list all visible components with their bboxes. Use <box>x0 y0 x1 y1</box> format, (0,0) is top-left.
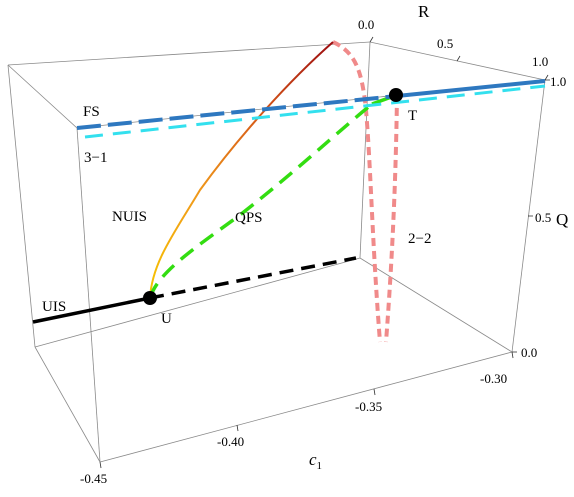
series-qps-line <box>148 102 374 299</box>
curves <box>32 40 546 343</box>
tick-mark-c1 <box>236 424 239 432</box>
tick-label-q: 0.5 <box>535 210 551 225</box>
point-t-marker <box>389 88 403 102</box>
tick-label-c1: -0.30 <box>480 371 507 386</box>
box-edge <box>7 64 78 129</box>
axis-label-r: R <box>418 2 430 21</box>
tick-label-q: 1.0 <box>550 74 566 89</box>
annotation-qps: QPS <box>235 210 263 226</box>
box-edge <box>34 346 101 463</box>
tick-mark-r <box>544 74 549 81</box>
box-edge <box>7 41 371 66</box>
annotation-uis: UIS <box>42 299 66 315</box>
box-edge <box>359 257 513 353</box>
tick-mark-c1 <box>511 351 514 359</box>
annotation-t: T <box>408 108 417 124</box>
tick-mark-c1 <box>373 388 376 396</box>
point-u-marker <box>143 291 157 305</box>
series-3-1-line <box>84 84 546 139</box>
box-edge <box>369 41 546 81</box>
annotation-u: U <box>161 311 172 327</box>
tick-marks <box>99 36 550 469</box>
box-edge <box>99 351 513 463</box>
axis-label-c1: c1 <box>309 450 322 472</box>
box-edge <box>359 41 371 259</box>
axis-label-q: Q <box>556 210 568 229</box>
annotation-3-1: 3−1 <box>84 150 107 166</box>
axis-label-c1-main: c <box>309 450 317 469</box>
annotation-nuis: NUIS <box>112 209 147 225</box>
series-uis-dashed-line <box>149 256 357 300</box>
tick-label-r: 0.0 <box>358 17 374 32</box>
tick-mark-c1 <box>99 461 102 469</box>
annotation-fs: FS <box>83 104 100 120</box>
tick-label-c1: -0.35 <box>355 399 382 414</box>
series-fs-line <box>76 94 398 130</box>
tick-label-c1: -0.40 <box>217 434 244 449</box>
series-fs-line <box>396 79 546 98</box>
series-nuis-line <box>149 41 334 299</box>
box-edge <box>34 257 361 348</box>
tick-label-r: 0.5 <box>437 36 453 51</box>
series-2-2-line <box>384 94 399 343</box>
tick-label-r: 1.0 <box>532 54 548 69</box>
box-edge <box>7 64 36 348</box>
series-2-2-line <box>332 40 382 343</box>
tick-mark-r <box>456 55 461 62</box>
axis-label-c1-subscript: 1 <box>317 460 323 472</box>
box-edge <box>76 127 101 463</box>
tick-mark-r <box>369 36 374 43</box>
tick-label-c1: -0.45 <box>80 471 107 486</box>
annotation-2-2: 2−2 <box>408 231 431 247</box>
series-uis-line <box>32 296 151 324</box>
tick-label-q: 0.0 <box>521 345 537 360</box>
